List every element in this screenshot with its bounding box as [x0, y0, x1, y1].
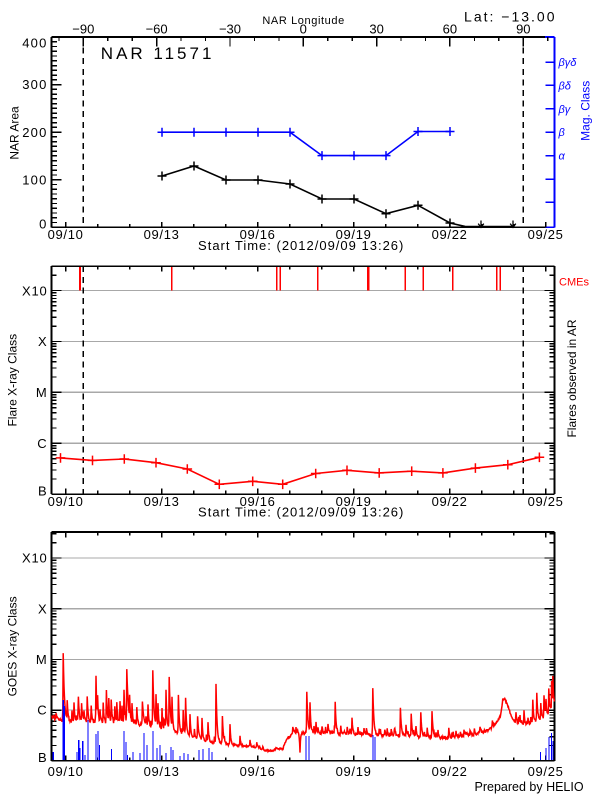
svg-text:60: 60	[443, 22, 457, 37]
svg-text:Flares observed in AR: Flares observed in AR	[565, 319, 579, 437]
svg-text:NAR 11571: NAR 11571	[101, 44, 215, 63]
svg-text:100: 100	[22, 172, 47, 187]
svg-text:B: B	[38, 484, 47, 499]
svg-text:M: M	[36, 385, 48, 400]
svg-text:Start Time: (2012/09/09 13:26): Start Time: (2012/09/09 13:26)	[198, 505, 404, 520]
svg-text:X: X	[38, 334, 47, 349]
svg-text:Flare X-ray Class: Flare X-ray Class	[6, 334, 20, 427]
svg-text:βδ: βδ	[558, 80, 572, 92]
svg-text:09/13: 09/13	[144, 494, 180, 509]
svg-text:NAR Longitude: NAR Longitude	[262, 15, 344, 27]
svg-text:X10: X10	[22, 551, 48, 566]
svg-text:−90: −90	[72, 22, 94, 37]
svg-text:09/13: 09/13	[144, 227, 180, 242]
svg-text:GOES X-ray Class: GOES X-ray Class	[6, 596, 20, 696]
svg-text:300: 300	[22, 77, 47, 92]
svg-text:B: B	[38, 750, 47, 765]
svg-text:09/10: 09/10	[48, 227, 84, 242]
svg-text:Mag. Class: Mag. Class	[579, 81, 593, 141]
svg-text:09/19: 09/19	[336, 764, 372, 779]
svg-text:09/10: 09/10	[48, 764, 84, 779]
svg-text:Prepared by HELIO: Prepared by HELIO	[475, 780, 584, 794]
svg-text:400: 400	[22, 36, 47, 51]
svg-text:−60: −60	[146, 22, 168, 37]
svg-text:NAR Area: NAR Area	[8, 106, 22, 160]
svg-text:βγ: βγ	[558, 104, 572, 116]
svg-text:09/25: 09/25	[528, 227, 564, 242]
svg-text:200: 200	[22, 125, 47, 140]
svg-text:C: C	[37, 703, 47, 718]
svg-text:−30: −30	[219, 22, 241, 37]
svg-text:M: M	[36, 652, 48, 667]
svg-text:0: 0	[300, 22, 307, 37]
svg-text:0: 0	[39, 217, 47, 232]
svg-text:09/10: 09/10	[48, 494, 84, 509]
svg-text:30: 30	[369, 22, 383, 37]
svg-text:09/16: 09/16	[240, 494, 276, 509]
svg-text:09/19: 09/19	[336, 227, 372, 242]
svg-text:βγδ: βγδ	[558, 57, 578, 69]
svg-text:C: C	[37, 436, 47, 451]
svg-text:09/16: 09/16	[240, 764, 276, 779]
svg-text:09/22: 09/22	[432, 227, 468, 242]
svg-text:Lat: −13.00: Lat: −13.00	[464, 8, 556, 24]
svg-text:X: X	[38, 601, 47, 616]
svg-text:09/22: 09/22	[432, 764, 468, 779]
svg-text:09/25: 09/25	[528, 764, 564, 779]
svg-text:09/19: 09/19	[336, 494, 372, 509]
svg-text:CMEs: CMEs	[559, 277, 589, 289]
svg-text:90: 90	[516, 22, 530, 37]
svg-text:09/25: 09/25	[528, 494, 564, 509]
svg-text:09/16: 09/16	[240, 227, 276, 242]
svg-text:α: α	[559, 151, 566, 163]
svg-text:09/22: 09/22	[432, 494, 468, 509]
svg-text:X10: X10	[22, 283, 48, 298]
svg-text:β: β	[558, 127, 566, 139]
svg-text:09/13: 09/13	[144, 764, 180, 779]
svg-text:Start Time: (2012/09/09 13:26): Start Time: (2012/09/09 13:26)	[198, 238, 404, 253]
